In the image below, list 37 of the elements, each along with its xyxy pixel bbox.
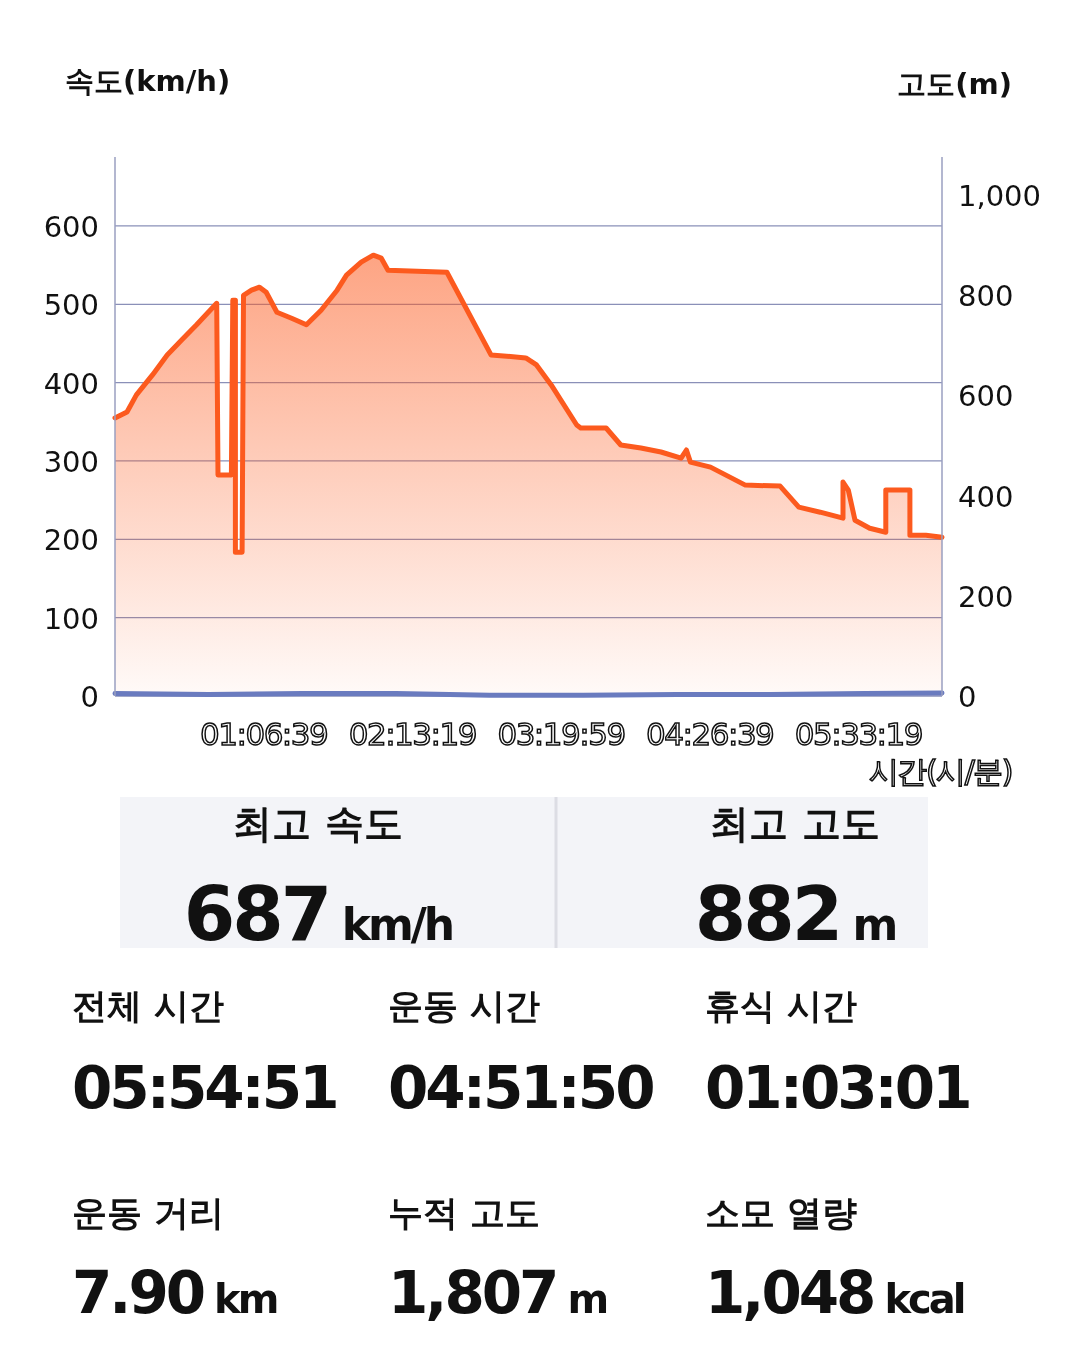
y-tick-label: 400: [43, 366, 99, 401]
x-tick-label: 04:26:39: [646, 716, 774, 752]
y-tick-label: 300: [43, 444, 99, 479]
text: 05:54:51: [72, 1054, 337, 1122]
y-tick-label: 500: [43, 288, 99, 323]
y-tick-label: 0: [80, 680, 99, 714]
y-axis-title: 속도(km/h): [65, 64, 231, 98]
text: 운동 거리: [72, 1193, 225, 1233]
text: 휴식 시간: [705, 986, 858, 1026]
y2-tick-label: 200: [958, 579, 1014, 614]
text: 최고 고도: [710, 801, 880, 846]
text: 01:03:01: [705, 1054, 970, 1122]
text: 1,807 m: [388, 1259, 607, 1327]
text: 전체 시간: [72, 986, 225, 1026]
x-axis-title: 시간(시/분): [868, 754, 1012, 789]
y-tick-label: 200: [43, 523, 99, 558]
text: 7.90 km: [72, 1259, 277, 1327]
text: 소모 열량: [705, 1193, 858, 1233]
text: 누적 고도: [388, 1193, 541, 1233]
y2-tick-label: 0: [958, 680, 977, 714]
x-tick-label: 02:13:19: [348, 716, 476, 752]
text: 04:51:50: [388, 1054, 654, 1122]
y2-tick-label: 400: [958, 479, 1014, 514]
y2-axis-title: 고도(m): [897, 67, 1012, 101]
x-tick-label: 05:33:19: [794, 716, 923, 752]
x-tick-label: 01:06:39: [200, 716, 328, 752]
y-tick-label: 600: [43, 209, 99, 244]
text: 최고 속도: [233, 801, 403, 846]
text: 운동 시간: [388, 986, 541, 1026]
x-tick-label: 03:19:59: [497, 716, 625, 752]
y2-tick-label: 1,000: [958, 179, 1042, 214]
y-tick-label: 100: [43, 601, 99, 636]
y2-tick-label: 600: [958, 379, 1014, 414]
text: 882 m: [694, 871, 896, 957]
text: 1,048 kcal: [705, 1259, 964, 1327]
y2-tick-label: 800: [958, 279, 1014, 314]
text: 687 km/h: [183, 871, 453, 957]
